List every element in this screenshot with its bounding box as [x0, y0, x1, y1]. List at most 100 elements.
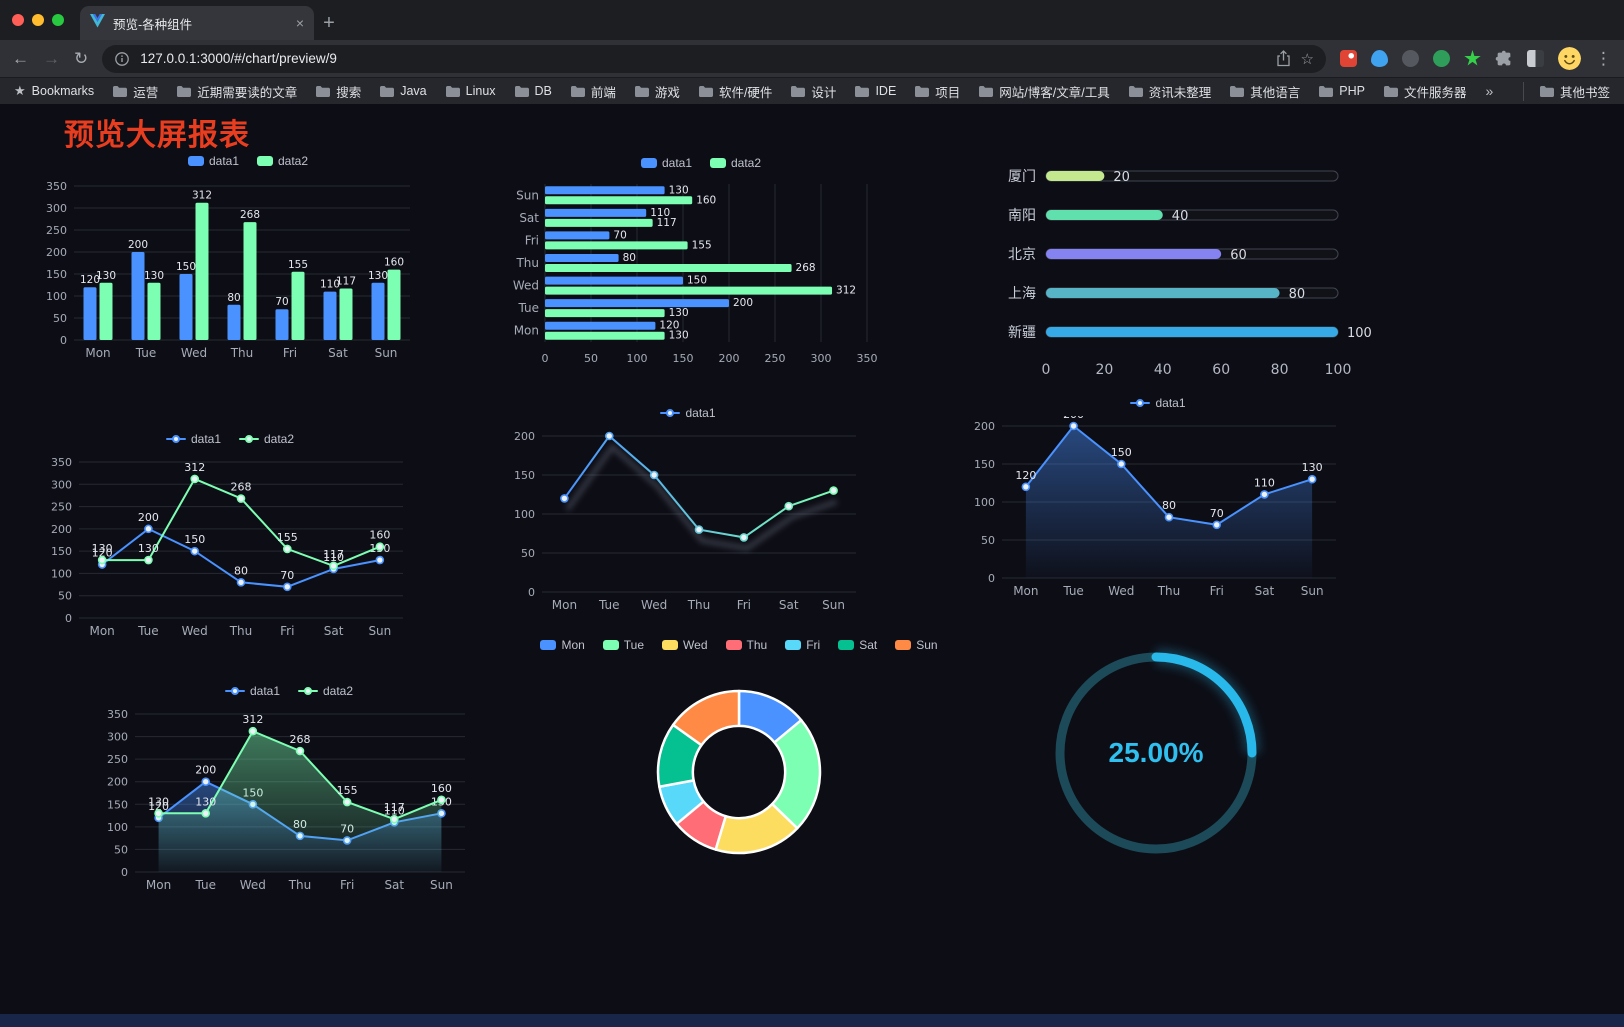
tab-strip: 预览-各种组件 × +: [0, 0, 1624, 40]
bookmark-folder[interactable]: DB: [514, 84, 552, 98]
horizontal-bar-chart: data1 data2 0 50 100 150 200 250 300 350 Sun 130 160…: [505, 154, 897, 368]
extension-icon-1[interactable]: [1340, 50, 1357, 67]
page-content: 预览大屏报表 data1 data2 0 50 100 150 200 250 300 350 Mo…: [0, 104, 1624, 1027]
chart-legend: Mon Tue Wed Thu Fri Sat Sun: [540, 636, 938, 654]
bookmark-folder[interactable]: 近期需要读的文章: [177, 82, 297, 101]
svg-text:0: 0: [60, 334, 67, 347]
reading-mode-icon[interactable]: [1527, 50, 1544, 67]
legend-item[interactable]: data2: [710, 156, 761, 170]
legend-item[interactable]: Thu: [725, 638, 767, 652]
legend-item[interactable]: Sun: [895, 638, 938, 652]
svg-text:Fri: Fri: [525, 233, 539, 247]
forward-button[interactable]: →: [43, 49, 60, 68]
legend-item[interactable]: data1: [640, 156, 692, 170]
share-icon[interactable]: [1276, 50, 1291, 67]
legend-item[interactable]: Tue: [602, 638, 644, 652]
other-bookmarks[interactable]: 其他书签: [1522, 81, 1610, 101]
chart-legend: data1: [498, 404, 878, 422]
svg-text:70: 70: [613, 229, 626, 241]
svg-text:0: 0: [542, 352, 549, 365]
legend-item[interactable]: data1: [660, 406, 716, 420]
svg-text:Sat: Sat: [324, 624, 344, 638]
bookmark-label: Java: [400, 84, 427, 98]
site-info-icon[interactable]: [114, 51, 130, 67]
pie-segment-Sun[interactable]: [671, 689, 741, 747]
svg-text:100: 100: [1325, 362, 1352, 378]
reload-button[interactable]: ↻: [74, 49, 89, 68]
bookmarks-manager[interactable]: ★ Bookmarks: [14, 83, 94, 99]
bookmarks-overflow-chevron[interactable]: »: [1485, 83, 1494, 99]
legend-swatch: [710, 158, 726, 168]
bookmark-folder[interactable]: 其他语言: [1230, 82, 1300, 101]
bookmark-folder[interactable]: 设计: [791, 82, 836, 101]
svg-text:312: 312: [242, 713, 263, 726]
legend-item[interactable]: Wed: [662, 638, 708, 652]
chart-legend: data1 data2: [35, 430, 425, 448]
bookmark-folder[interactable]: IDE: [855, 84, 896, 98]
folder-icon: [1383, 85, 1398, 97]
extension-icon-3[interactable]: [1402, 50, 1419, 67]
svg-text:100: 100: [514, 508, 535, 521]
legend-item[interactable]: data1: [224, 684, 280, 698]
legend-item[interactable]: data1: [165, 432, 221, 446]
bookmark-folder[interactable]: Linux: [445, 84, 496, 98]
profile-avatar[interactable]: [1558, 47, 1581, 70]
svg-text:80: 80: [1289, 287, 1306, 302]
svg-text:70: 70: [1210, 507, 1224, 520]
extension-icon-2[interactable]: [1371, 50, 1388, 67]
legend-item[interactable]: Sat: [838, 638, 877, 652]
bookmark-folder[interactable]: 前端: [570, 82, 616, 101]
legend-item[interactable]: data1: [187, 154, 239, 168]
bookmark-folder[interactable]: 游戏: [634, 82, 680, 101]
legend-item[interactable]: data2: [239, 432, 294, 446]
extension-icon-5[interactable]: [1464, 50, 1481, 66]
legend-item[interactable]: Fri: [785, 638, 820, 652]
legend-item[interactable]: data2: [298, 684, 353, 698]
series-data1-bars: [83, 252, 385, 340]
extension-icon-4[interactable]: [1433, 50, 1450, 67]
extensions-puzzle-icon[interactable]: [1495, 50, 1513, 68]
bookmark-folder[interactable]: 运营: [113, 82, 158, 101]
bookmark-folder[interactable]: 文件服务器: [1383, 82, 1466, 101]
window-minimize-button[interactable]: [32, 14, 44, 26]
legend-item[interactable]: data1: [1130, 396, 1186, 410]
tab-close-icon[interactable]: ×: [295, 15, 304, 31]
svg-text:Tue: Tue: [194, 878, 216, 892]
svg-text:160: 160: [696, 194, 716, 206]
svg-text:150: 150: [51, 545, 72, 558]
donut-chart: Mon Tue Wed Thu Fri Sat Sun: [540, 636, 938, 886]
svg-text:200: 200: [138, 511, 159, 524]
bookmark-folder[interactable]: 搜索: [316, 82, 361, 101]
svg-text:200: 200: [46, 246, 67, 259]
legend-swatch: [785, 640, 802, 650]
svg-text:250: 250: [107, 753, 128, 766]
bookmarks-bar: ★ Bookmarks 运营 近期需要读的文章 搜索 Java Linux DB 前端 游戏 软件/…: [0, 78, 1624, 104]
svg-text:Sun: Sun: [516, 188, 539, 202]
svg-text:130: 130: [669, 330, 689, 342]
svg-text:160: 160: [384, 257, 404, 269]
bookmark-folder[interactable]: 软件/硬件: [698, 82, 772, 101]
window-zoom-button[interactable]: [52, 14, 64, 26]
window-close-button[interactable]: [12, 14, 24, 26]
browser-tab[interactable]: 预览-各种组件 ×: [80, 6, 314, 40]
bookmark-label: 运营: [133, 85, 159, 100]
legend-swatch: [224, 687, 245, 695]
address-bar[interactable]: 127.0.0.1:3000/#/chart/preview/9 ☆: [102, 44, 1326, 73]
legend-item[interactable]: data2: [257, 154, 308, 168]
svg-text:268: 268: [796, 262, 816, 274]
bookmark-label: 设计: [811, 85, 837, 100]
bookmark-folder[interactable]: Java: [380, 84, 427, 98]
bookmark-folder[interactable]: PHP: [1319, 84, 1365, 98]
new-tab-button[interactable]: +: [323, 11, 335, 34]
legend-label: Sun: [916, 638, 938, 652]
svg-text:130: 130: [669, 184, 689, 196]
back-button[interactable]: ←: [12, 49, 29, 68]
bookmark-folder[interactable]: 项目: [915, 82, 960, 101]
menu-kebab-icon[interactable]: ⋮: [1595, 49, 1612, 68]
legend-item[interactable]: Mon: [540, 638, 585, 652]
svg-text:110: 110: [320, 279, 340, 291]
bookmark-folder[interactable]: 网站/博客/文章/工具: [979, 82, 1110, 101]
bookmark-star-icon[interactable]: ☆: [1300, 50, 1314, 68]
bookmark-folder[interactable]: 资讯未整理: [1128, 82, 1211, 101]
